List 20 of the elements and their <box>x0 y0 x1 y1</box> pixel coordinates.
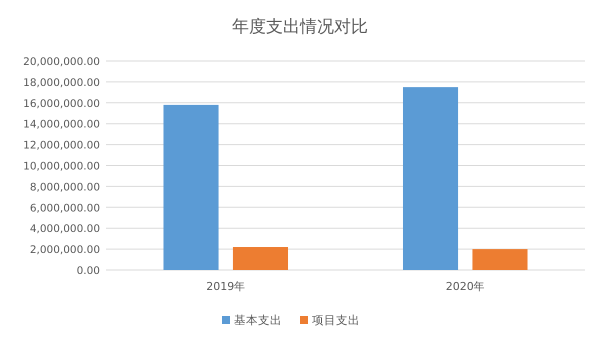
y-tick-label: 20,000,000.00 <box>23 56 100 68</box>
y-tick-label: 2,000,000.00 <box>30 244 100 256</box>
legend-label: 项目支出 <box>312 313 360 327</box>
chart-title: 年度支出情况对比 <box>232 17 368 37</box>
y-tick-label: 18,000,000.00 <box>23 76 100 89</box>
y-tick-label: 6,000,000.00 <box>30 202 100 214</box>
x-tick-label: 2020年 <box>446 280 485 293</box>
y-tick-label: 16,000,000.00 <box>23 98 100 110</box>
bar <box>163 104 219 270</box>
y-tick-label: 14,000,000.00 <box>23 118 100 131</box>
y-tick-label: 4,000,000.00 <box>30 223 100 236</box>
legend-label: 基本支出 <box>234 313 282 327</box>
y-tick-label: 10,000,000.00 <box>23 160 100 172</box>
bar <box>402 87 458 270</box>
bar <box>472 249 528 270</box>
x-tick-label: 2019年 <box>206 280 246 293</box>
y-tick-label: 0.00 <box>76 265 100 277</box>
y-tick-label: 8,000,000.00 <box>30 181 100 194</box>
y-tick-label: 12,000,000.00 <box>23 140 100 152</box>
bar <box>232 247 288 270</box>
